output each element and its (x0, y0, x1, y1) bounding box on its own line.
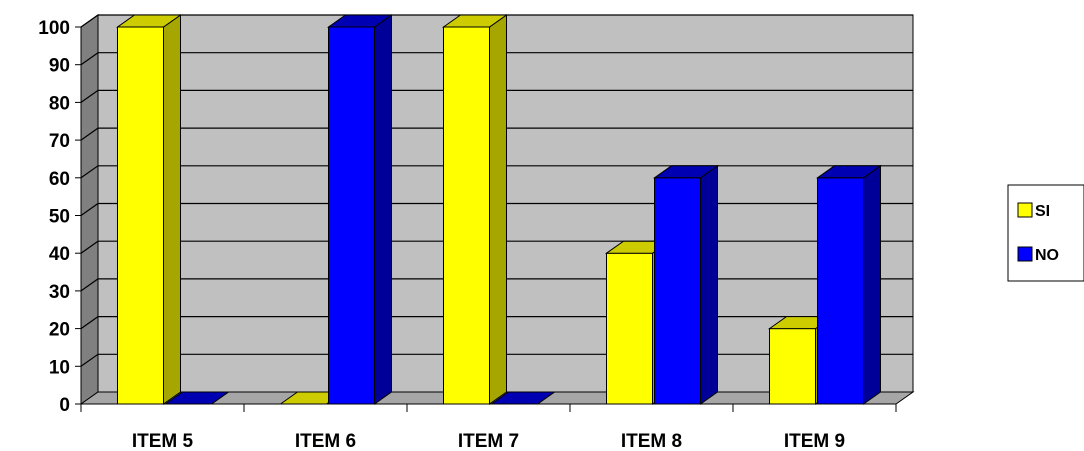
x-category-label: ITEM 7 (458, 431, 519, 451)
gridline (80, 52, 913, 66)
bar-si-item-7 (441, 14, 509, 405)
bar-top (115, 14, 183, 28)
bars (115, 14, 883, 405)
legend-label-no: NO (1035, 247, 1059, 264)
bar-front (117, 26, 164, 405)
bar-side (863, 164, 881, 405)
bar-top (163, 391, 231, 405)
bar-si-item-5 (115, 14, 183, 405)
legend: SI NO (1007, 184, 1084, 282)
bar-top (326, 14, 394, 28)
bar-front (606, 252, 653, 405)
bar-side (489, 14, 507, 405)
bar-front (817, 177, 864, 405)
legend-swatch-no (1017, 246, 1033, 262)
x-category-label: ITEM 9 (784, 431, 845, 451)
bar-side (163, 14, 181, 405)
bar-top (441, 14, 509, 28)
bar-no-item-7 (489, 391, 557, 405)
bar-top (489, 391, 557, 405)
bar-no-item-9 (815, 164, 883, 405)
gridline (80, 202, 913, 216)
legend-swatch-si (1017, 202, 1033, 218)
bar-top (652, 165, 720, 179)
gridline (80, 127, 913, 141)
y-tick-label: 10 (49, 357, 70, 378)
legend-box (1007, 184, 1084, 282)
y-tick-label: 40 (49, 244, 70, 265)
y-tick-label: 80 (49, 93, 70, 114)
bar-no-item-5 (163, 391, 231, 405)
y-tick-label: 30 (49, 282, 70, 303)
y-axis-tick-labels: 0 10 20 30 40 50 60 70 80 90 100 (38, 18, 70, 416)
bar-front (654, 177, 701, 405)
y-tick-label: 90 (49, 56, 70, 77)
x-category-label: ITEM 6 (295, 431, 356, 451)
y-tick-label: 100 (38, 18, 70, 39)
x-category-label: ITEM 5 (132, 431, 194, 451)
gridline (80, 14, 913, 28)
bar-side (374, 14, 392, 405)
legend-label-si: SI (1035, 203, 1050, 220)
y-tick-label: 60 (49, 169, 70, 190)
x-category-label: ITEM 8 (621, 431, 682, 451)
bar-no-item-6 (326, 14, 394, 405)
gridline (80, 165, 913, 179)
bar-no-item-8 (652, 164, 720, 405)
gridline (80, 89, 913, 103)
y-tick-label: 70 (49, 131, 70, 152)
bar-front (328, 26, 375, 405)
y-tick-label: 50 (49, 207, 70, 228)
bar-side (700, 164, 718, 405)
x-axis-category-labels: ITEM 5 ITEM 6 ITEM 7 ITEM 8 ITEM 9 (132, 431, 845, 451)
bar-front (769, 328, 816, 405)
bar-front (443, 26, 490, 405)
y-tick-label: 20 (49, 320, 70, 341)
bar-top (815, 165, 883, 179)
y-tick-label: 0 (59, 395, 70, 416)
